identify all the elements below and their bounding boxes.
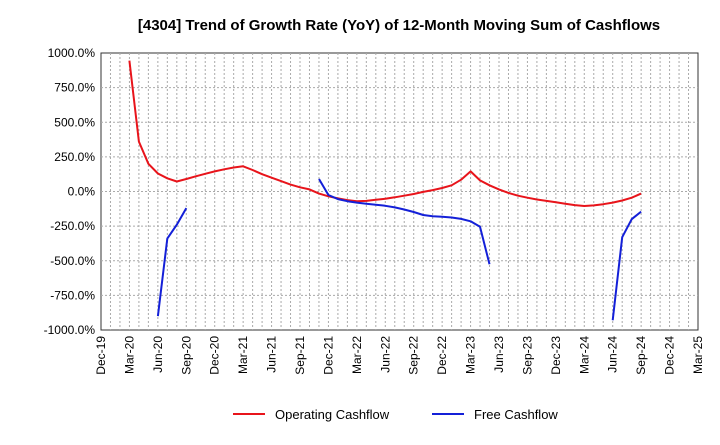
y-tick-label: -750.0% <box>50 288 95 302</box>
x-tick-label: Mar-22 <box>350 336 364 374</box>
series-line-free-cashflow <box>611 210 642 321</box>
x-tick-label: Dec-21 <box>321 336 335 375</box>
x-tick-label: Mar-25 <box>691 336 705 374</box>
y-axis-ticks: 1000.0% 750.0% 500.0% 250.0% 0.0% -250.0% -500… <box>44 46 96 337</box>
x-tick-label: Mar-21 <box>236 336 250 374</box>
series-lines <box>128 60 642 321</box>
x-tick-label: Jun-24 <box>606 336 620 373</box>
x-tick-label: Sep-20 <box>179 336 193 375</box>
series-line-free-cashflow <box>318 178 491 265</box>
x-tick-label: Sep-22 <box>407 336 421 375</box>
x-tick-label: Mar-23 <box>464 336 478 374</box>
x-tick-label: Dec-19 <box>94 336 108 375</box>
y-tick-label: 500.0% <box>54 115 95 129</box>
series-line-free-cashflow <box>156 207 188 317</box>
y-tick-label: -1000.0% <box>44 323 96 337</box>
y-tick-label: -250.0% <box>50 219 95 233</box>
legend-label: Free Cashflow <box>474 407 558 422</box>
legend-label: Operating Cashflow <box>275 407 390 422</box>
y-tick-label: 1000.0% <box>48 46 96 60</box>
series-line-operating-cashflow <box>128 60 642 207</box>
legend: Operating Cashflow Free Cashflow <box>233 407 558 422</box>
x-axis-ticks: Dec-19 Mar-20 Jun-20 Sep-20 Dec-20 Mar-21 Jun-… <box>94 336 705 375</box>
y-tick-label: -500.0% <box>50 254 95 268</box>
x-tick-label: Mar-20 <box>122 336 136 374</box>
x-tick-label: Sep-23 <box>520 336 534 375</box>
x-tick-label: Dec-23 <box>549 336 563 375</box>
x-tick-label: Dec-24 <box>663 336 677 375</box>
x-tick-label: Jun-20 <box>151 336 165 373</box>
x-tick-label: Jun-23 <box>492 336 506 373</box>
y-tick-label: 0.0% <box>68 185 96 199</box>
x-tick-label: Jun-22 <box>378 336 392 373</box>
x-tick-label: Sep-21 <box>293 336 307 375</box>
x-tick-label: Jun-21 <box>265 336 279 373</box>
y-tick-label: 250.0% <box>54 150 95 164</box>
grid-lines <box>101 53 698 330</box>
x-tick-label: Dec-22 <box>435 336 449 375</box>
x-tick-label: Dec-20 <box>208 336 222 375</box>
x-tick-label: Mar-24 <box>577 336 591 374</box>
chart-title: [4304] Trend of Growth Rate (YoY) of 12-… <box>138 17 660 34</box>
x-tick-label: Sep-24 <box>634 336 648 375</box>
y-tick-label: 750.0% <box>54 81 95 95</box>
